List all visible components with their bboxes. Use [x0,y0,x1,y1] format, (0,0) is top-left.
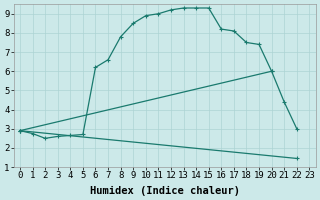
X-axis label: Humidex (Indice chaleur): Humidex (Indice chaleur) [90,186,240,196]
